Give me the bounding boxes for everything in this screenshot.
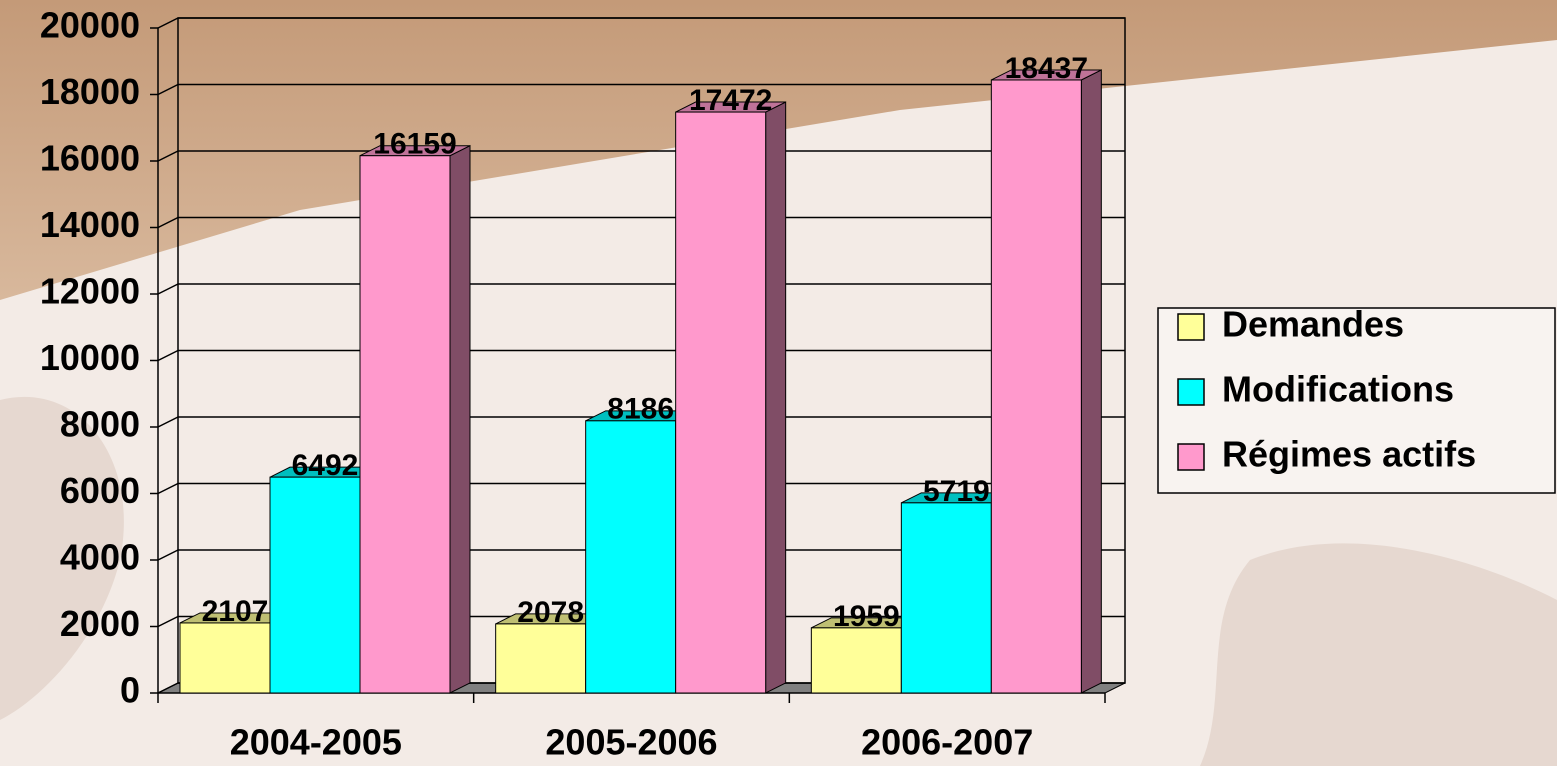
grid-line-side — [157, 83, 179, 96]
bar — [675, 111, 767, 694]
legend-swatch — [1177, 378, 1205, 406]
map-shape — [0, 396, 124, 720]
legend-label: Demandes — [1222, 304, 1404, 345]
banner — [0, 0, 1557, 300]
y-tick-label: 20000 — [40, 5, 140, 46]
bar — [900, 502, 992, 694]
legend-box — [1157, 307, 1556, 494]
value-label: 5719 — [923, 475, 990, 508]
value-label: 18437 — [1005, 52, 1088, 85]
bar — [495, 623, 587, 694]
bar — [359, 155, 451, 694]
bar — [810, 627, 902, 694]
y-tick-label: 10000 — [40, 337, 140, 378]
grid-line-side — [157, 682, 179, 694]
bar-side — [765, 101, 787, 694]
bar-side — [449, 144, 471, 694]
y-tick-label: 18000 — [40, 71, 140, 112]
legend-swatch — [1177, 443, 1205, 471]
y-tick-label: 2000 — [60, 603, 140, 644]
legend-label: Modifications — [1222, 369, 1454, 410]
value-label: 2078 — [517, 596, 584, 629]
value-label: 2107 — [202, 595, 269, 628]
x-tick-label: 2004-2005 — [230, 722, 402, 763]
value-label: 6492 — [292, 449, 359, 482]
legend-swatch — [1177, 313, 1205, 341]
grid-line-side — [157, 216, 179, 229]
grid-line-side — [157, 615, 179, 628]
grid-line-side — [157, 283, 179, 295]
y-tick-label: 16000 — [40, 138, 140, 179]
y-tick-label: 6000 — [60, 470, 140, 511]
bar — [269, 476, 361, 694]
grid-line-side — [157, 416, 179, 428]
value-label: 17472 — [689, 84, 772, 117]
bar — [990, 79, 1082, 694]
y-tick-label: 14000 — [40, 204, 140, 245]
value-label: 1959 — [833, 600, 900, 633]
value-label: 8186 — [607, 393, 674, 426]
bar — [585, 420, 677, 694]
grid-line-side — [157, 482, 179, 495]
legend-label: Régimes actifs — [1222, 434, 1476, 475]
map-shape — [1200, 543, 1557, 766]
bar — [179, 622, 271, 694]
y-tick-label: 8000 — [60, 404, 140, 445]
x-tick-label: 2006-2007 — [861, 722, 1033, 763]
y-tick-label: 4000 — [60, 537, 140, 578]
grid-line-side — [157, 349, 179, 362]
grid-line-side — [157, 150, 179, 162]
y-tick-label: 0 — [120, 670, 140, 711]
value-label: 16159 — [373, 128, 456, 161]
y-tick-label: 12000 — [40, 271, 140, 312]
bar-side — [1080, 69, 1102, 694]
grid-line-side — [157, 549, 179, 561]
grid-line-side — [157, 17, 179, 29]
x-tick-label: 2005-2006 — [545, 722, 717, 763]
